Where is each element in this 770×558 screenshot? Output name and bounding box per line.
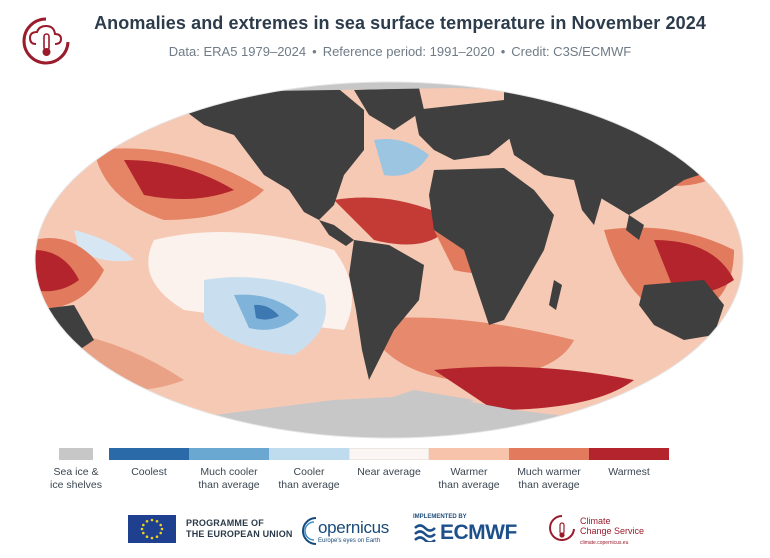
legend-label: Sea ice & (53, 466, 99, 478)
legend-item-warmest: Warmest (589, 448, 669, 479)
sea-ice (354, 390, 474, 420)
eu-programme-text: PROGRAMME OF THE EUROPEAN UNION (186, 518, 293, 540)
region-warmest (434, 366, 634, 410)
ccs-line: Climate (580, 516, 611, 526)
legend-swatch-much-warmer (509, 448, 589, 460)
eu-flag-icon (128, 515, 176, 543)
legend-item-warmer: Warmer than average (429, 448, 509, 492)
region-warmest (654, 240, 734, 294)
ecmwf-implemented-by: IMPLEMENTED BY (413, 514, 467, 520)
legend-label: Warmer (450, 466, 488, 478)
legend-item-near-average: Near average (349, 448, 429, 479)
legend-swatch-sea-ice (59, 448, 93, 460)
subtitle-reference: Reference period: 1991–2020 (322, 44, 495, 59)
subtitle-credit: Credit: C3S/ECMWF (511, 44, 632, 59)
legend-swatch-warmest (589, 448, 669, 460)
copernicus-tagline: Europe's eyes on Earth (318, 538, 381, 544)
legend-label: Near average (357, 466, 421, 478)
legend-swatch-near-average (349, 448, 429, 460)
legend-label: than average (438, 479, 500, 491)
legend-item-much-cooler: Much cooler than average (189, 448, 269, 492)
legend: Sea ice & ice shelves Coolest Much coole… (0, 448, 770, 500)
legend-label: Warmest (608, 466, 650, 478)
copernicus-wordmark: opernicus (318, 518, 390, 537)
region-warmest (35, 250, 79, 292)
legend-swatch-coolest (109, 448, 189, 460)
map-outline (34, 81, 744, 439)
legend-label: than average (198, 479, 260, 491)
legend-label: Much warmer (517, 466, 581, 478)
legend-swatch-much-cooler (189, 448, 269, 460)
legend-label: than average (278, 479, 340, 491)
climate-change-service-icon (549, 515, 575, 541)
region-much-warmer (364, 317, 574, 380)
legend-swatch-cooler (269, 448, 349, 460)
page-subtitle: Data: ERA5 1979–2024 • Reference period: 1… (0, 44, 770, 59)
ecmwf-wordmark: ECMWF (440, 521, 517, 544)
ccs-line: Change Service (580, 526, 645, 536)
eu-line: THE EUROPEAN UNION (186, 529, 293, 539)
copernicus-swirl-icon (302, 517, 317, 545)
subtitle-data: Data: ERA5 1979–2024 (168, 44, 307, 59)
legend-label: ice shelves (50, 479, 102, 491)
region-much-cooler (374, 139, 429, 176)
region-coolest (254, 304, 279, 320)
page-title: Anomalies and extremes in sea surface te… (94, 13, 706, 33)
ccs-tagline: climate.copernicus.eu (580, 540, 629, 546)
legend-label: Coolest (131, 466, 167, 478)
world-sst-map (34, 81, 744, 439)
region-warmest (124, 160, 234, 199)
legend-label: Much cooler (200, 466, 258, 478)
legend-item-sea-ice: Sea ice & ice shelves (46, 448, 106, 492)
ecmwf-wave-icon (414, 524, 436, 542)
region-warmest (334, 197, 454, 245)
legend-item-much-warmer: Much warmer than average (509, 448, 589, 492)
ccs-wordmark: Climate Change Service (580, 516, 644, 536)
subtitle-separator: • (500, 44, 506, 59)
c3s-cloud-thermometer-icon (22, 17, 70, 65)
legend-item-cooler: Cooler than average (269, 448, 349, 492)
legend-label: Cooler (293, 466, 325, 478)
legend-swatch-warmer (429, 448, 509, 460)
legend-label: than average (518, 479, 580, 491)
region-cooler (74, 230, 134, 262)
subtitle-separator: • (312, 44, 317, 59)
eu-line: PROGRAMME OF (186, 518, 264, 528)
legend-item-coolest: Coolest (109, 448, 189, 479)
